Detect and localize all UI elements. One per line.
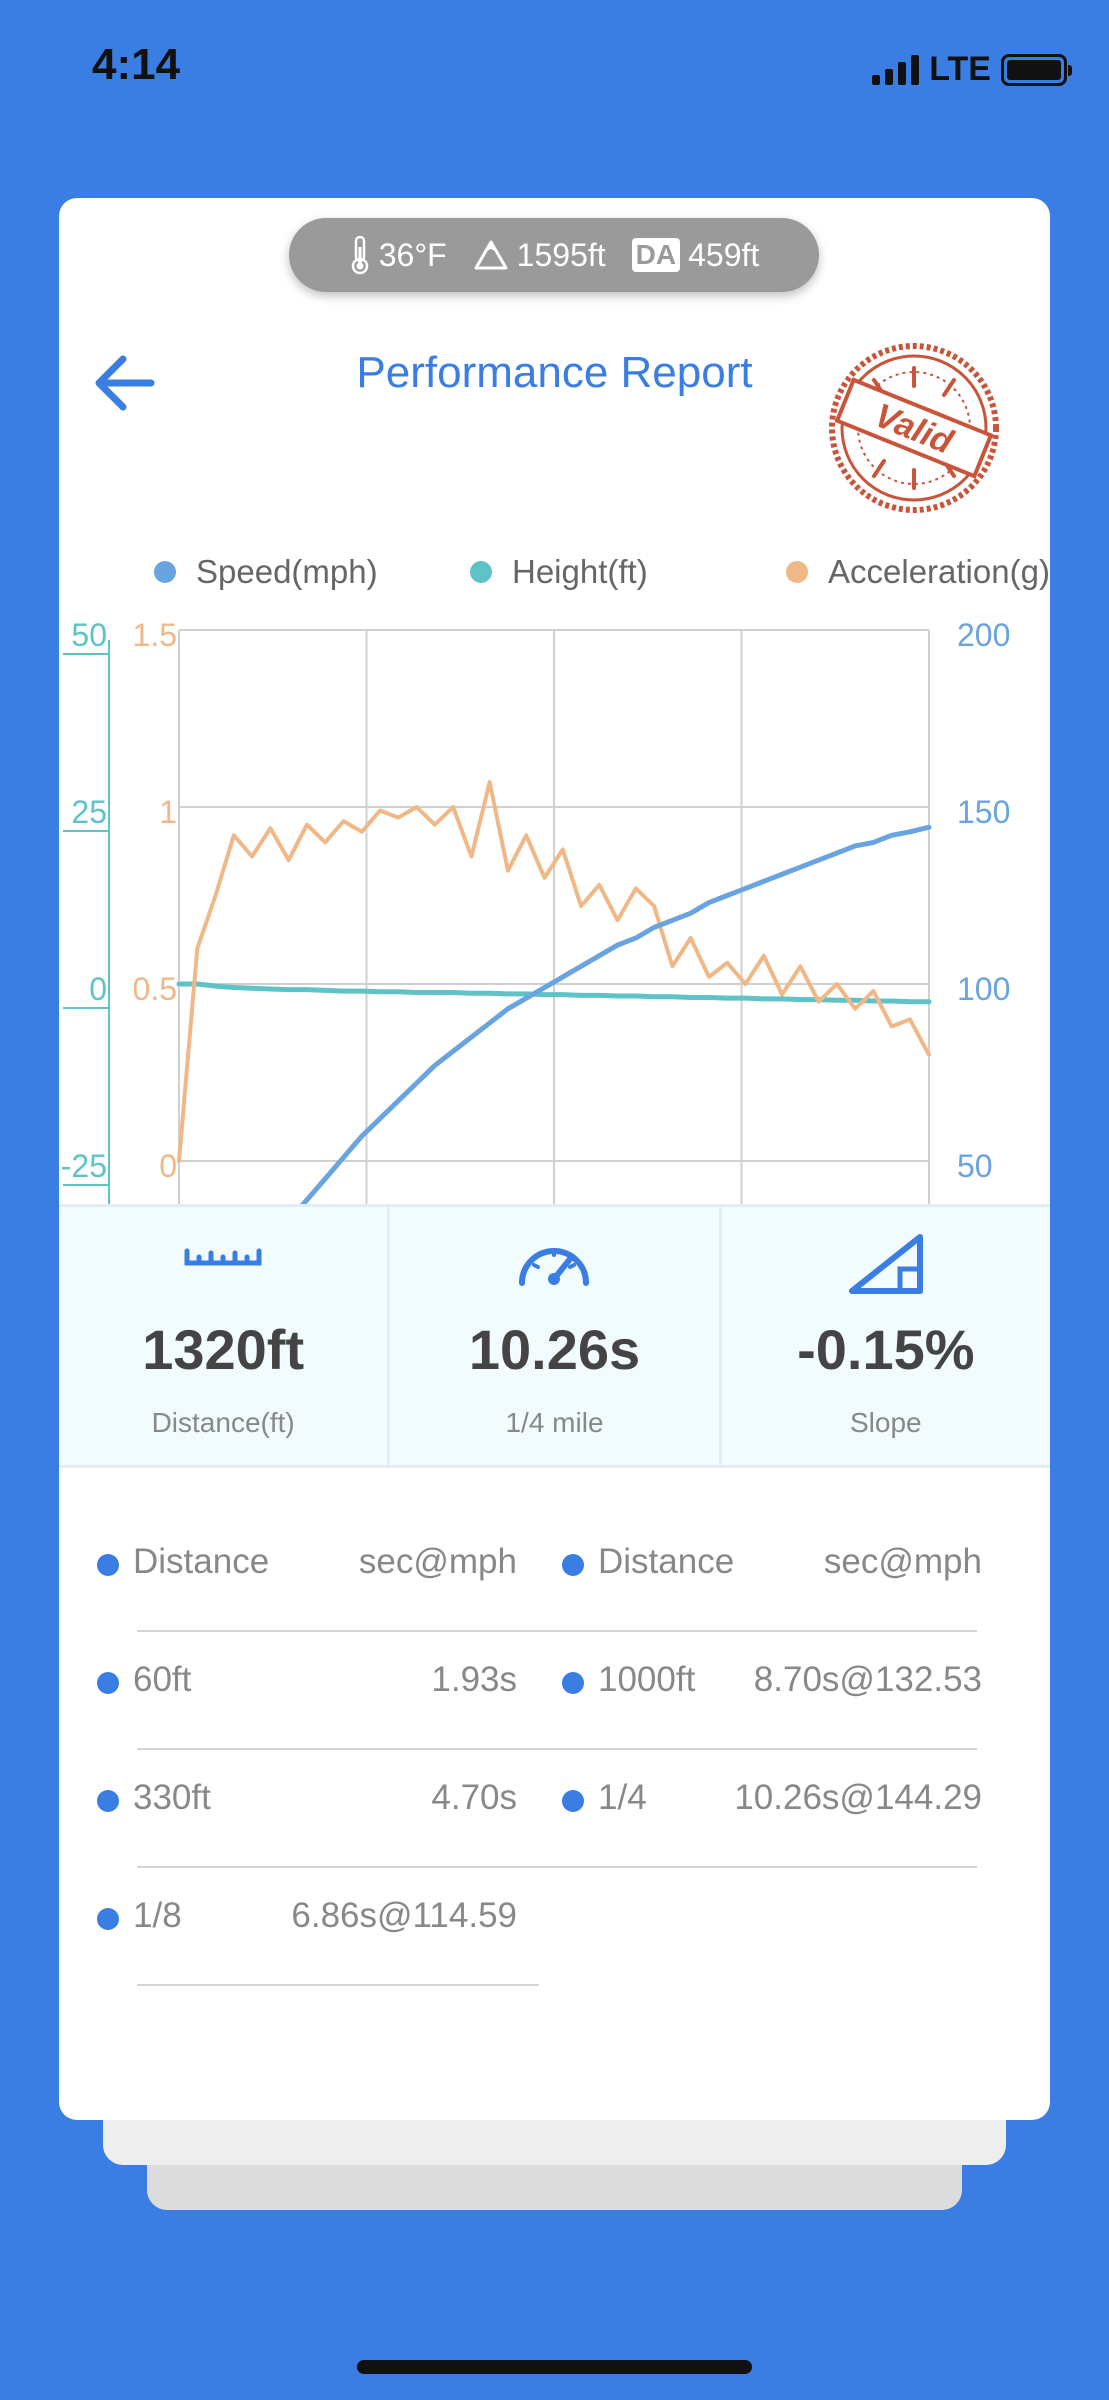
stat-distance-label: Distance(ft) [151,1407,295,1438]
splits-header-left: Distance sec@mph [97,1538,517,1598]
split-row-60ft: 60ft 1.93s [97,1656,517,1716]
report-card: 36°F 1595ft DA 459ft Performance Report [59,198,1050,2120]
series-line-height [176,981,932,1005]
bullet-dot [97,1908,119,1930]
split-label: 330ft [133,1778,211,1817]
stat-time-value: 10.26s [468,1318,641,1381]
status-indicators: LTE [872,50,1072,89]
network-label: LTE [929,50,991,88]
density-altitude-value: 459ft [688,236,760,273]
split-value: 1.93s [431,1660,517,1699]
speed-tick-label: 150 [957,794,1010,830]
speed-tick-label: 50 [957,1148,993,1184]
height-tick-label: 25 [71,794,107,830]
speed-tick-label: 100 [957,971,1010,1007]
split-row-quarter: 1/4 10.26s@144.29 [562,1774,982,1834]
stat-distance-value: 1320ft [142,1318,305,1381]
split-label: 60ft [133,1660,192,1699]
temperature-item: 36°F [349,235,447,275]
split-value: 6.86s@114.59 [291,1896,517,1935]
stat-distance: 1320ft Distance(ft) [59,1207,391,1465]
stat-slope-label: Slope [850,1407,922,1438]
legend-label-speed: Speed(mph) [196,553,378,590]
acceleration-tick-label: 0 [159,1148,177,1184]
chart-legend: Speed(mph) Height(ft) Acceleration(g) [89,553,1050,603]
bullet-dot [562,1554,584,1576]
conditions-pill: 36°F 1595ft DA 459ft [289,218,819,292]
bullet-dot [562,1790,584,1812]
height-tick-label: -25 [61,1148,107,1184]
divider [137,1748,977,1750]
height-tick-label: 0 [89,971,107,1007]
header-secmph-label: sec@mph [358,1542,517,1581]
stat-slope: -0.15% Slope [722,1207,1050,1465]
divider [137,1984,539,1986]
split-label: 1/8 [133,1896,182,1935]
height-tick-label: 50 [71,618,107,653]
thermometer-icon [351,235,368,275]
density-altitude-item: DA 459ft [631,236,760,274]
ruler-icon [184,1248,262,1266]
da-badge: DA [631,238,681,272]
stat-slope-value: -0.15% [797,1318,975,1381]
legend-dot-speed [154,561,176,583]
split-row-1000ft: 1000ft 8.70s@132.53 [562,1656,982,1716]
slope-icon [848,1234,923,1294]
speed-tick-label: 200 [957,618,1010,653]
legend-item-acceleration: Acceleration(g) [786,553,1050,591]
bullet-dot [97,1790,119,1812]
split-row-330ft: 330ft 4.70s [97,1774,517,1834]
split-row-eighth: 1/8 6.86s@114.59 [97,1892,517,1952]
back-arrow-icon[interactable] [85,343,165,423]
acceleration-tick-label: 1.5 [133,618,177,653]
split-label: 1/4 [598,1778,647,1817]
legend-dot-acceleration [786,561,808,583]
legend-item-speed: Speed(mph) [154,553,378,591]
battery-icon [1001,53,1072,86]
valid-stamp-icon: Valid [829,343,999,513]
stat-time-label: 1/4 mile [505,1407,604,1438]
bullet-dot [97,1554,119,1576]
home-indicator[interactable] [357,2360,752,2374]
split-value: 8.70s@132.53 [753,1660,982,1699]
signal-icon [872,54,920,85]
status-time: 4:14 [92,40,181,89]
mountain-icon [474,240,508,270]
page-title: Performance Report [356,348,753,397]
status-bar: 4:14 LTE [0,0,1109,130]
header-distance-label: Distance [133,1542,270,1581]
split-value: 10.26s@144.29 [734,1778,982,1817]
splits-header-right: Distance sec@mph [562,1538,982,1598]
speedometer-icon [519,1248,590,1286]
divider [137,1866,977,1868]
altitude-item: 1595ft [473,237,606,274]
series-line-acceleration [177,780,931,1163]
header-secmph-label: sec@mph [823,1542,982,1581]
altitude-value: 1595ft [516,236,606,273]
stat-time: 10.26s 1/4 mile [390,1207,722,1465]
legend-dot-height [470,561,492,583]
stats-panel: 1320ft Distance(ft) 10.26s 1/4 mile -0.1… [59,1204,1050,1468]
series-line-speed [176,824,932,1341]
acceleration-tick-label: 0.5 [133,971,177,1007]
divider [137,1630,977,1632]
bullet-dot [97,1672,119,1694]
acceleration-tick-label: 1 [159,794,177,830]
bullet-dot [562,1672,584,1694]
header-distance-label: Distance [598,1542,735,1581]
temperature-value: 36°F [378,236,447,273]
legend-item-height: Height(ft) [470,553,648,591]
split-label: 1000ft [598,1660,696,1699]
split-value: 4.70s [431,1778,517,1817]
legend-label-height: Height(ft) [512,553,648,590]
legend-label-acceleration: Acceleration(g) [828,553,1050,590]
